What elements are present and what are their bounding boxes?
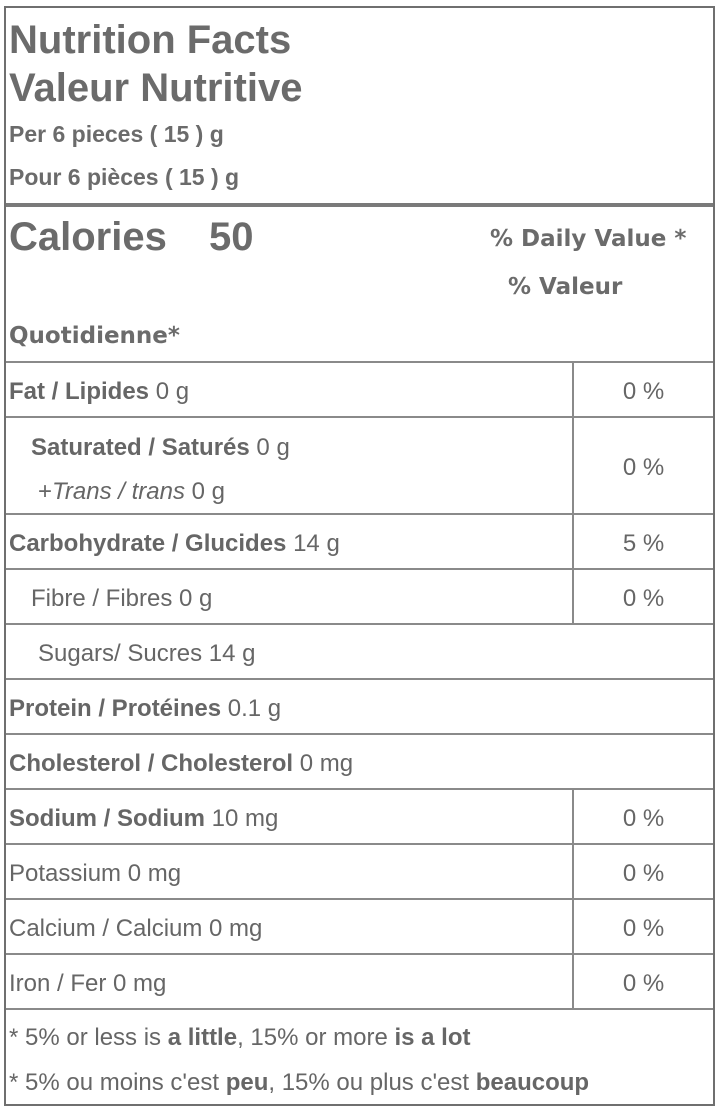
sugars-text: Sugars/ Sucres 14 g	[38, 640, 256, 667]
calories-label: Calories	[9, 215, 167, 259]
fat-text: Fat / Lipides 0 g	[9, 378, 190, 405]
trans-text: +Trans / trans 0 g	[38, 478, 225, 505]
nutrient-row-sodium: Sodium / Sodium 10 mg 0 %	[6, 788, 713, 843]
nutrient-row-fibre: Fibre / Fibres 0 g 0 %	[6, 568, 713, 623]
protein-text: Protein / Protéines 0.1 g	[9, 695, 282, 722]
sodium-text: Sodium / Sodium 10 mg	[9, 805, 279, 832]
saturated-text: Saturated / Saturés 0 g	[31, 434, 290, 461]
footnote-english: * 5% or less is a little, 15% or more is…	[9, 1024, 471, 1051]
iron-daily-value: 0 %	[622, 970, 665, 997]
potassium-daily-value: 0 %	[622, 860, 665, 887]
nutrient-row-saturated: Saturated / Saturés 0 g +Trans / trans 0…	[6, 416, 713, 513]
footnote: * 5% or less is a little, 15% or more is…	[6, 1008, 713, 1106]
fibre-daily-value: 0 %	[622, 585, 665, 612]
nutrient-row-iron: Iron / Fer 0 mg 0 %	[6, 953, 713, 1008]
nutrient-row-sugars: Sugars/ Sucres 14 g	[6, 623, 713, 678]
footnote-french: * 5% ou moins c'est peu, 15% ou plus c'e…	[9, 1069, 590, 1096]
fibre-text: Fibre / Fibres 0 g	[31, 585, 213, 612]
nutrition-facts-label: Nutrition Facts Valeur Nutritive Per 6 p…	[4, 6, 715, 1106]
daily-value-heading-fr: % Valeur	[508, 274, 623, 300]
daily-value-heading-fr-cont: Quotidienne*	[9, 323, 180, 349]
calcium-daily-value: 0 %	[622, 915, 665, 942]
carbohydrate-daily-value: 5 %	[622, 530, 665, 557]
nutrient-row-carbohydrate: Carbohydrate / Glucides 14 g 5 %	[6, 513, 713, 568]
potassium-text: Potassium 0 mg	[9, 860, 182, 887]
nutrient-row-protein: Protein / Protéines 0.1 g	[6, 678, 713, 733]
serving-size-french: Pour 6 pièces ( 15 ) g	[9, 164, 240, 190]
serving-size-english: Per 6 pieces ( 15 ) g	[9, 121, 224, 147]
thick-divider	[6, 203, 713, 207]
calcium-text: Calcium / Calcium 0 mg	[9, 915, 263, 942]
nutrient-row-fat: Fat / Lipides 0 g 0 %	[6, 361, 713, 416]
nutrient-row-potassium: Potassium 0 mg 0 %	[6, 843, 713, 898]
title-french: Valeur Nutritive	[9, 66, 303, 110]
fat-daily-value: 0 %	[622, 378, 665, 405]
cholesterol-text: Cholesterol / Cholesterol 0 mg	[9, 750, 354, 777]
sodium-daily-value: 0 %	[622, 805, 665, 832]
nutrient-row-calcium: Calcium / Calcium 0 mg 0 %	[6, 898, 713, 953]
title-english: Nutrition Facts	[9, 18, 292, 62]
iron-text: Iron / Fer 0 mg	[9, 970, 167, 997]
calories-value: 50	[209, 215, 254, 259]
daily-value-heading-en: % Daily Value *	[490, 226, 687, 252]
nutrient-row-cholesterol: Cholesterol / Cholesterol 0 mg	[6, 733, 713, 788]
saturated-daily-value: 0 %	[622, 454, 665, 481]
carbohydrate-text: Carbohydrate / Glucides 14 g	[9, 530, 340, 557]
label-header: Nutrition Facts Valeur Nutritive Per 6 p…	[6, 8, 713, 203]
